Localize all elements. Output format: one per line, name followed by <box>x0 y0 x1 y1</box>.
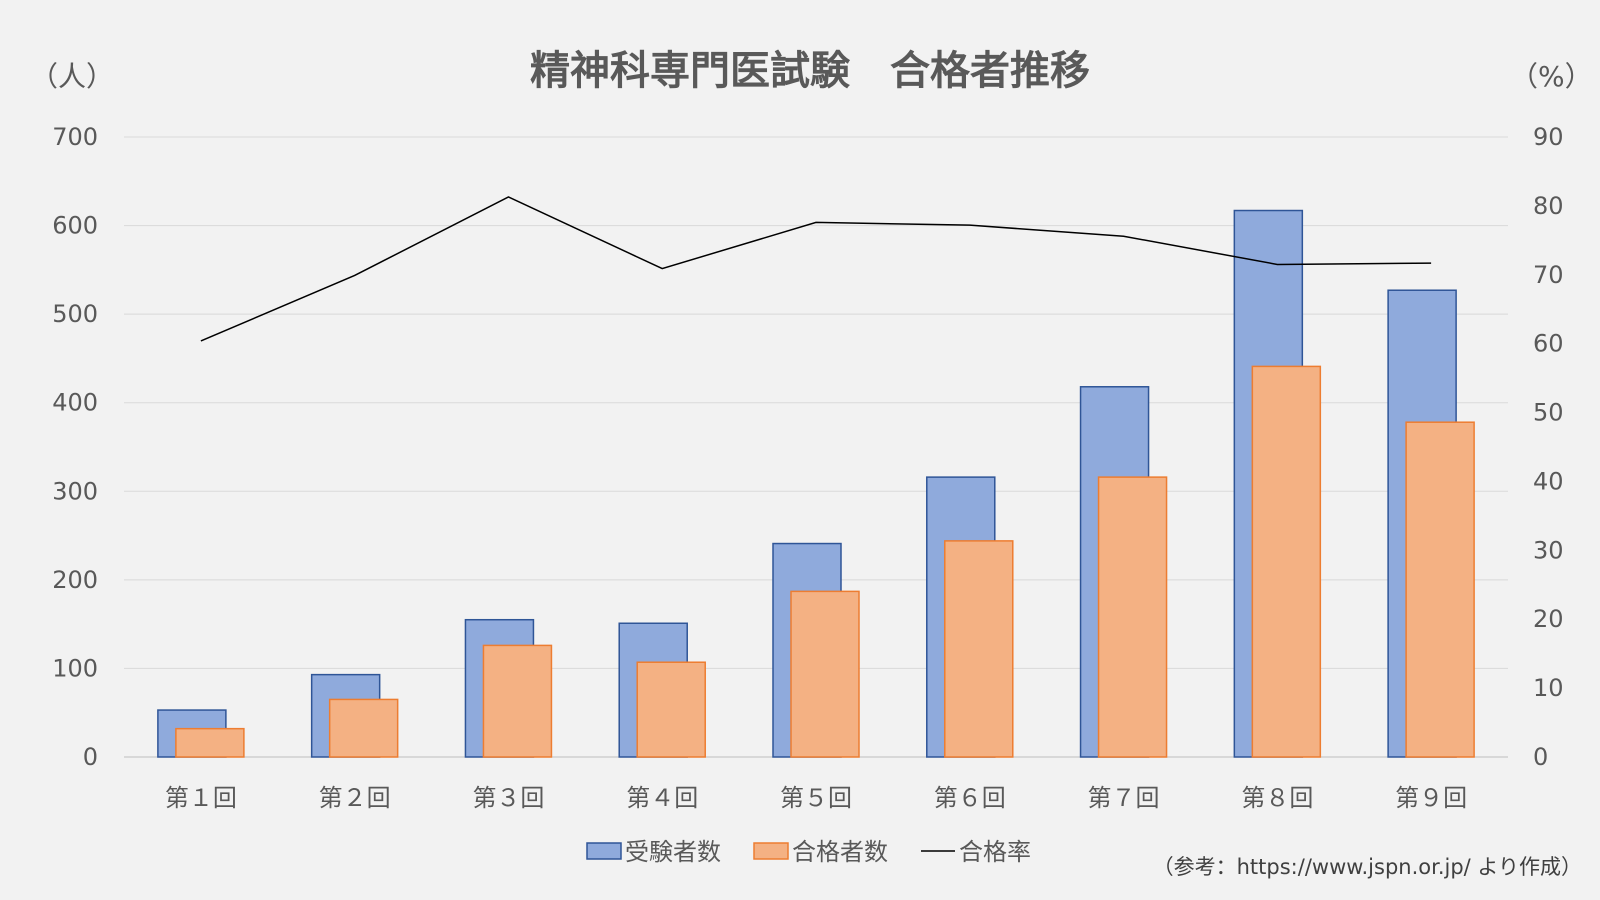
left-axis-unit: （人） <box>30 60 114 93</box>
left-tick-label: 0 <box>83 743 98 771</box>
x-tick-label: 第７回 <box>1088 784 1160 812</box>
left-tick-label: 600 <box>52 212 98 240</box>
bar-passers <box>790 590 860 758</box>
left-tick-label: 400 <box>52 389 98 417</box>
right-tick-label: 80 <box>1533 192 1564 220</box>
right-tick-label: 40 <box>1533 467 1564 495</box>
bar-passers <box>1097 476 1168 758</box>
legend-examinees-swatch <box>586 842 622 860</box>
pass-rate-line <box>200 196 1432 342</box>
bar-passers <box>944 540 1014 758</box>
bar-passers <box>482 644 553 758</box>
x-tick-label: 第８回 <box>1241 784 1313 812</box>
legend-passers-label: 合格者数 <box>792 838 888 866</box>
right-y-axis: 0 10 20 30 40 50 60 70 80 90 <box>1533 123 1564 771</box>
x-tick-label: 第１回 <box>165 784 237 812</box>
x-tick-label: 第４回 <box>626 784 698 812</box>
legend-pass-rate-label: 合格率 <box>959 838 1031 866</box>
bar-passers <box>175 727 245 758</box>
bar-passers <box>1405 421 1475 758</box>
right-tick-label: 90 <box>1533 123 1564 151</box>
left-tick-label: 200 <box>52 566 98 594</box>
right-tick-label: 0 <box>1533 743 1548 771</box>
left-y-axis: 0 100 200 300 400 500 600 700 <box>52 123 98 771</box>
left-tick-label: 500 <box>52 300 98 328</box>
right-tick-label: 60 <box>1533 330 1564 358</box>
left-tick-label: 300 <box>52 477 98 505</box>
right-tick-label: 30 <box>1533 536 1564 564</box>
right-tick-label: 70 <box>1533 261 1564 289</box>
left-tick-label: 700 <box>52 123 98 151</box>
x-tick-label: 第２回 <box>319 784 391 812</box>
chart-title: 精神科専門医試験 合格者推移 <box>530 48 1090 94</box>
line-series <box>200 196 1432 342</box>
bar-passers <box>328 698 399 758</box>
legend-examinees-label: 受験者数 <box>625 838 721 866</box>
x-tick-label: 第５回 <box>780 784 852 812</box>
legend: 受験者数 合格者数 合格率 <box>586 838 1031 866</box>
bar-series <box>157 209 1475 758</box>
right-tick-label: 10 <box>1533 674 1564 702</box>
bar-passers <box>636 661 706 758</box>
legend-passers-swatch <box>753 842 789 860</box>
x-tick-label: 第９回 <box>1395 784 1467 812</box>
x-tick-label: 第６回 <box>934 784 1006 812</box>
right-tick-label: 50 <box>1533 399 1564 427</box>
x-tick-label: 第３回 <box>472 784 544 812</box>
right-axis-unit: （%） <box>1510 60 1593 93</box>
x-axis: 第１回 第２回 第３回 第４回 第５回 第６回 第７回 第８回 第９回 <box>165 784 1467 812</box>
right-tick-label: 20 <box>1533 605 1564 633</box>
bar-passers <box>1251 365 1322 758</box>
source-note: （参考：https://www.jspn.or.jp/ より作成） <box>1153 855 1582 879</box>
left-tick-label: 100 <box>52 654 98 682</box>
